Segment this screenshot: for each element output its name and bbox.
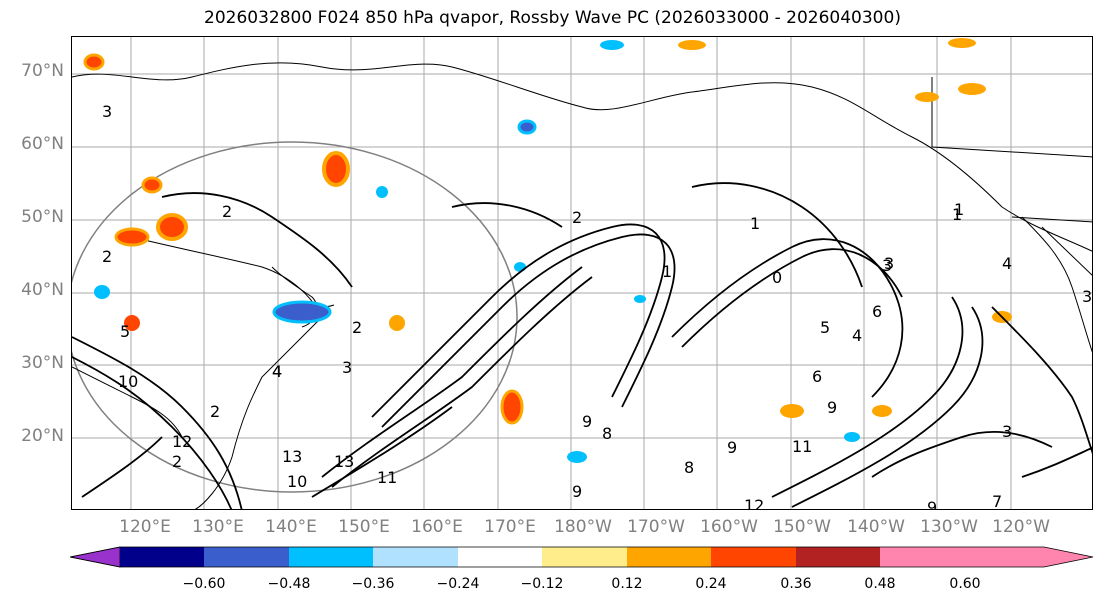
contour-lines [72, 182, 1092, 509]
colorbar-segment [458, 547, 542, 567]
contour-label: 3 [882, 256, 892, 275]
map-canvas: 2 3 2 1 1 0 1 2 3 4 5 4 5 4 3 2 10 12 13… [72, 37, 1092, 510]
lat-label-50n: 50°N [21, 207, 64, 227]
colorbar-segment [711, 547, 796, 567]
contour-label: 6 [812, 367, 822, 386]
colorbar-under-arrow [70, 546, 121, 568]
qvapor-shading [83, 38, 1012, 463]
contour-label: 8 [602, 424, 612, 443]
contour-label: 2 [352, 318, 362, 337]
contour-label: 3 [342, 358, 352, 377]
contour-label: 1 [954, 200, 964, 219]
contour-label: 4 [272, 362, 282, 381]
colorbar-segment [542, 547, 627, 567]
contour-label: 1 [952, 205, 962, 224]
contour-label: 9 [582, 412, 592, 431]
lon-label: 140°E [265, 517, 317, 537]
lon-label: 120°W [992, 517, 1050, 537]
contour-label: 2 [222, 202, 232, 221]
coastlines [72, 62, 1092, 509]
contour-label: 12 [172, 432, 192, 451]
lon-label: 170°W [627, 517, 685, 537]
lon-label: 140°W [847, 517, 905, 537]
colorbar-tick: −0.36 [351, 576, 395, 592]
contour-label: 5 [820, 318, 830, 337]
gridlines [72, 37, 1092, 509]
contour-label: 1 [662, 262, 672, 281]
colorbar-over-arrow [964, 547, 1093, 567]
colorbar-tick: 0.36 [780, 576, 812, 592]
colorbar-segment [627, 547, 711, 567]
contour-labels: 2 3 2 1 1 0 1 2 3 4 5 4 5 4 3 2 10 12 13… [102, 102, 1092, 510]
contour-label: 13 [334, 452, 354, 471]
lon-label: 120°E [119, 517, 171, 537]
contour-label: 13 [282, 447, 302, 466]
colorbar-segment [796, 547, 880, 567]
map-title: 2026032800 F024 850 hPa qvapor, Rossby W… [204, 8, 901, 28]
contour-label: 8 [684, 458, 694, 477]
contour-label: 7 [992, 492, 1002, 510]
lat-label-20n: 20°N [21, 426, 64, 446]
colorbar-tick: 0.24 [695, 576, 727, 592]
contour-label: 3 [884, 254, 894, 273]
contour-label: 6 [872, 302, 882, 321]
contour-label: 9 [727, 438, 737, 457]
contour-label: 3 [1002, 422, 1012, 441]
colorbar-segment [373, 547, 458, 567]
lat-label-30n: 30°N [21, 353, 64, 373]
lon-label: 150°E [338, 517, 390, 537]
contour-label: 3 [102, 102, 112, 121]
colorbar-segment [120, 547, 204, 567]
contour-label: 2 [102, 247, 112, 266]
lon-label: 180°W [554, 517, 612, 537]
lon-label: 130°E [192, 517, 244, 537]
contour-label: 2 [172, 452, 182, 471]
contour-label: 2 [572, 208, 582, 227]
lon-label: 160°E [411, 517, 463, 537]
lon-label: 170°E [484, 517, 536, 537]
lat-label-70n: 70°N [21, 61, 64, 81]
contour-label: 10 [287, 472, 307, 491]
contour-label: 10 [118, 372, 138, 391]
colorbar-tick: −0.60 [182, 576, 226, 592]
colorbar-tick: 0.12 [611, 576, 643, 592]
contour-label: 2 [210, 402, 220, 421]
contour-label: 5 [120, 322, 130, 341]
lon-label: 160°W [700, 517, 758, 537]
contour-label: 11 [377, 468, 397, 487]
rossby-region-outline [72, 141, 518, 493]
colorbar-tick: 0.48 [864, 576, 896, 592]
contour-label: 9 [827, 398, 837, 417]
lat-label-60n: 60°N [21, 134, 64, 154]
colorbar-segment [204, 547, 289, 567]
lon-label: 130°W [920, 517, 978, 537]
lon-label: 150°W [773, 517, 831, 537]
colorbar-tick: −0.12 [520, 576, 564, 592]
colorbar-tick: −0.48 [267, 576, 311, 592]
contour-label: 12 [744, 496, 764, 510]
lat-label-40n: 40°N [21, 280, 64, 300]
contour-label: 11 [792, 437, 812, 456]
colorbar-segment [880, 547, 964, 567]
colorbar-segment [289, 547, 373, 567]
contour-label: 9 [572, 482, 582, 501]
contour-label: 4 [852, 326, 862, 345]
contour-label: 4 [272, 362, 282, 381]
contour-label: 3 [1082, 287, 1092, 306]
contour-label: 4 [1002, 254, 1012, 273]
contour-label: 9 [927, 498, 937, 510]
colorbar [70, 546, 1094, 568]
colorbar-tick: 0.60 [949, 576, 981, 592]
contour-label: 1 [750, 214, 760, 233]
contour-label: 0 [772, 268, 782, 287]
map-panel: 2 3 2 1 1 0 1 2 3 4 5 4 5 4 3 2 10 12 13… [71, 36, 1093, 510]
colorbar-tick: −0.24 [436, 576, 480, 592]
